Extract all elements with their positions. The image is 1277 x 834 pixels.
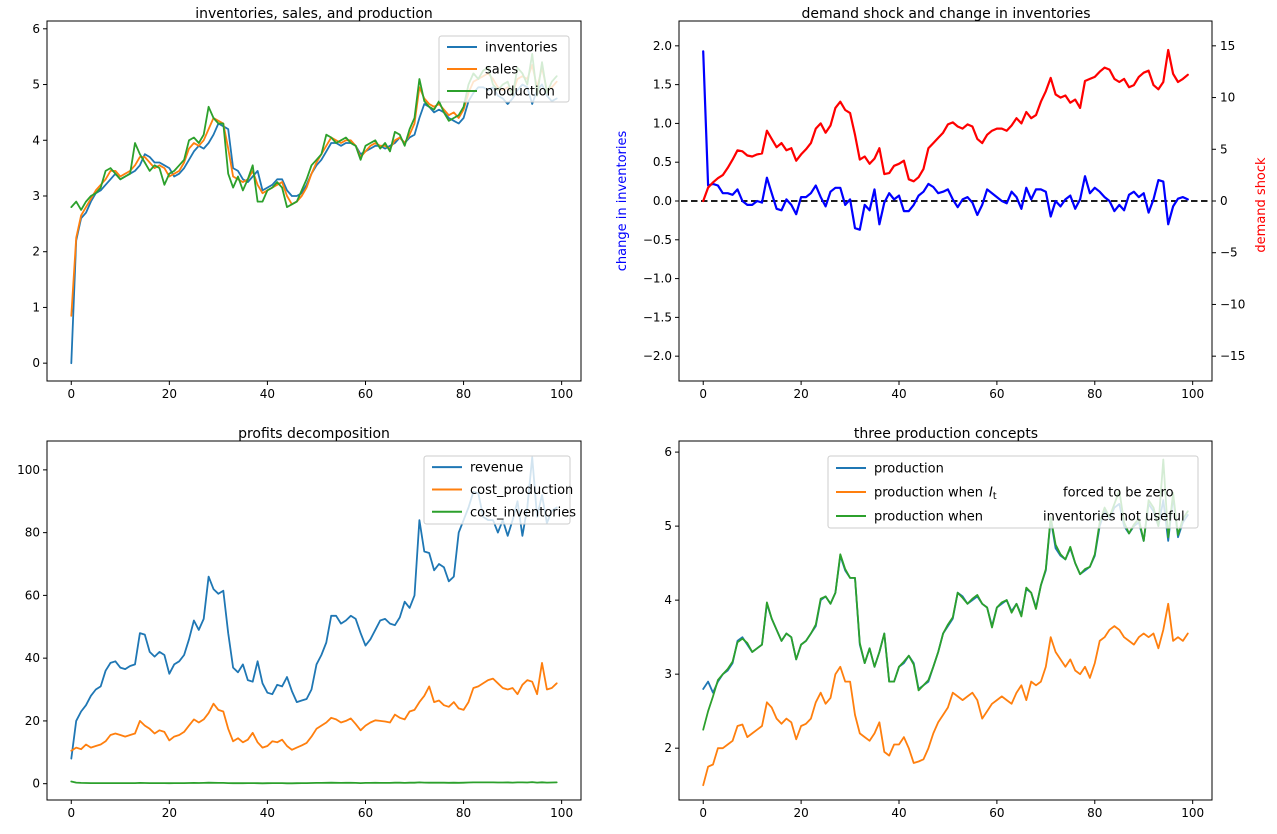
y-tick-label: 40 <box>25 651 40 665</box>
x-tick-label: 40 <box>260 387 275 401</box>
y-tick-label: 80 <box>25 526 40 540</box>
y-tick-label: 1.5 <box>653 78 672 92</box>
y-tick-label: 4 <box>664 593 672 607</box>
x-tick-label: 80 <box>1087 387 1102 401</box>
legend-label: inventories <box>485 41 558 56</box>
right-y-axis-label: demand shock <box>1254 157 1269 253</box>
x-tick-label: 20 <box>793 806 808 820</box>
axes-frame <box>46 20 582 382</box>
y-tick-label: 3 <box>664 667 672 681</box>
right-y-tick-label: −15 <box>1220 349 1245 363</box>
x-tick-label: 0 <box>699 806 707 820</box>
y-tick-label: 6 <box>32 22 40 36</box>
chart-three-production-concepts-title: three production concepts <box>853 426 1039 442</box>
y-tick-label: 1.0 <box>653 116 672 130</box>
legend-box <box>423 455 571 525</box>
y-tick-label: 100 <box>17 463 40 477</box>
y-tick-label: 20 <box>25 714 40 728</box>
x-tick-label: 60 <box>989 806 1004 820</box>
x-tick-label: 100 <box>1181 387 1204 401</box>
y-tick-label: −2.0 <box>643 349 672 363</box>
x-tick-label: 20 <box>162 387 177 401</box>
chart-profits-decomposition-title: profits decomposition <box>238 426 390 442</box>
y-tick-label: −0.5 <box>643 233 672 247</box>
left-y-axis-label: change in inventories <box>615 130 630 272</box>
legend-label-right: inventories not useful <box>1043 510 1185 525</box>
x-tick-label: 80 <box>456 806 471 820</box>
legend-label: production when <box>874 510 983 525</box>
x-tick-label: 60 <box>358 387 373 401</box>
series-line-demand-shock <box>702 48 1189 203</box>
axes-frame <box>678 20 1213 382</box>
x-tick-label: 80 <box>1087 806 1102 820</box>
legend-box <box>827 455 1199 529</box>
right-y-tick-label: −5 <box>1220 246 1238 260</box>
series-line-sales <box>70 64 558 317</box>
y-tick-label: 5 <box>32 78 40 92</box>
y-tick-label: 0.5 <box>653 155 672 169</box>
x-tick-label: 20 <box>793 387 808 401</box>
x-tick-label: 100 <box>1181 806 1204 820</box>
x-tick-label: 40 <box>891 806 906 820</box>
right-y-tick-label: 0 <box>1220 194 1228 208</box>
legend-label: production when It <box>874 486 997 503</box>
legend-label: cost_production <box>470 483 573 498</box>
x-tick-label: 0 <box>699 387 707 401</box>
right-y-tick-label: 15 <box>1220 39 1235 53</box>
x-tick-label: 60 <box>358 806 373 820</box>
chart-demand-shock-title: demand shock and change in inventories <box>801 6 1091 22</box>
x-tick-label: 80 <box>456 387 471 401</box>
y-tick-label: 2 <box>32 245 40 259</box>
series-line-production-when-i-t-forced-to-be-zero <box>702 602 1189 787</box>
x-tick-label: 100 <box>550 387 573 401</box>
right-y-tick-label: 10 <box>1220 91 1235 105</box>
y-tick-label: 0 <box>32 356 40 370</box>
legend-box <box>438 35 570 103</box>
y-tick-label: 2.0 <box>653 39 672 53</box>
x-tick-label: 0 <box>67 387 75 401</box>
axes-frame <box>678 440 1213 801</box>
x-tick-label: 100 <box>550 806 573 820</box>
y-tick-label: 1 <box>32 300 40 314</box>
axes-frame <box>46 440 582 801</box>
y-tick-label: 3 <box>32 189 40 203</box>
y-tick-label: 6 <box>664 445 672 459</box>
y-tick-label: 0 <box>32 777 40 791</box>
series-line-cost-production <box>70 662 558 752</box>
series-line-inventories <box>70 83 558 365</box>
legend-label: production <box>485 85 555 100</box>
x-tick-label: 0 <box>67 806 75 820</box>
y-tick-label: 5 <box>664 519 672 533</box>
legend-label: revenue <box>470 461 523 476</box>
right-y-tick-label: 5 <box>1220 142 1228 156</box>
y-tick-label: 4 <box>32 133 40 147</box>
legend-label-right: forced to be zero <box>1063 486 1174 501</box>
legend-label: production <box>874 462 944 477</box>
y-tick-label: 60 <box>25 588 40 602</box>
y-tick-label: −1.5 <box>643 310 672 324</box>
y-tick-label: 2 <box>664 741 672 755</box>
x-tick-label: 40 <box>891 387 906 401</box>
y-tick-label: −1.0 <box>643 272 672 286</box>
right-y-tick-label: −10 <box>1220 297 1245 311</box>
series-line-change-in-inventories <box>702 50 1189 231</box>
legend-label: cost_inventories <box>470 505 576 520</box>
y-tick-label: 0.0 <box>653 194 672 208</box>
x-tick-label: 40 <box>260 806 275 820</box>
x-tick-label: 20 <box>162 806 177 820</box>
series-line-cost-inventories <box>70 780 558 785</box>
chart-inventories-sales-production-title: inventories, sales, and production <box>195 6 433 22</box>
legend-label: sales <box>485 63 518 78</box>
x-tick-label: 60 <box>989 387 1004 401</box>
